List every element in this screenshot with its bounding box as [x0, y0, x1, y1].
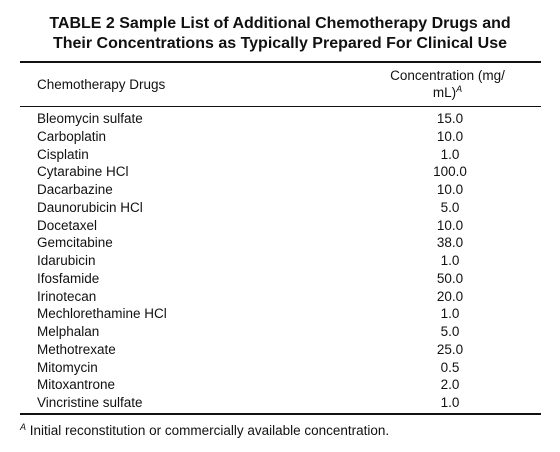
table-row: Carboplatin 10.0 [0, 128, 560, 146]
drug-name-cell: Dacarbazine [37, 182, 113, 197]
concentration-cell: 5.0 [440, 324, 460, 339]
concentration-cell: 0.5 [440, 359, 460, 375]
table-row: Daunorubicin HCl 5.0 [0, 199, 560, 217]
drug-name-cell: Ifosfamide [37, 270, 100, 286]
footnote-text: Initial reconstitution or commercially a… [26, 423, 390, 438]
drug-name-cell: Irinotecan [37, 288, 97, 304]
concentration-cell: 20.0 [436, 288, 464, 304]
top-rule [20, 61, 541, 63]
concentration-cell: 1.0 [440, 306, 460, 322]
concentration-cell: 10.0 [436, 182, 464, 197]
table-row: Bleomycin sulfate 15.0 [0, 110, 560, 128]
table-footnote: A Initial reconstitution or commercially… [20, 422, 389, 440]
column-header-concentration: Concentration (mg/ mL)A [365, 67, 530, 101]
drug-name-cell: Cisplatin [37, 146, 89, 162]
drug-name-cell: Idarubicin [37, 253, 96, 268]
footnote-marker: A [20, 422, 27, 432]
table-row: Idarubicin 1.0 [0, 252, 560, 270]
concentration-cell: 5.0 [440, 199, 460, 215]
concentration-cell: 1.0 [440, 146, 460, 162]
concentration-cell: 100.0 [433, 164, 467, 180]
table-row: Irinotecan 20.0 [0, 288, 560, 306]
table-row: Cisplatin 1.0 [0, 146, 560, 164]
table-row: Gemcitabine 38.0 [0, 234, 560, 252]
column-header-concentration-unit: mL) [432, 85, 457, 100]
column-header-drugs: Chemotherapy Drugs [37, 77, 166, 92]
concentration-cell: 2.0 [440, 377, 460, 393]
table-row: Vincristine sulfate 1.0 [0, 394, 560, 412]
column-header-concentration-line-2: mL)A [365, 84, 530, 101]
drug-name-cell: Cytarabine HCl [37, 164, 129, 180]
footnote-ref-marker: A [456, 84, 463, 94]
table-row: Mechlorethamine HCl 1.0 [0, 305, 560, 323]
drug-name-cell: Mitoxantrone [37, 377, 116, 393]
table-row: Ifosfamide 50.0 [0, 270, 560, 288]
concentration-cell: 1.0 [440, 253, 460, 268]
table-row: Methotrexate 25.0 [0, 341, 560, 359]
table-title-line-1: TABLE 2 Sample List of Additional Chemot… [49, 15, 511, 32]
drug-name-cell: Gemcitabine [37, 235, 113, 251]
table-row: Dacarbazine 10.0 [0, 181, 560, 199]
table-title: TABLE 2 Sample List of Additional Chemot… [0, 14, 560, 54]
concentration-cell: 10.0 [436, 128, 464, 144]
table-body: Bleomycin sulfate 15.0 Carboplatin 10.0 Cisp… [0, 110, 560, 412]
concentration-cell: 25.0 [436, 341, 464, 357]
concentration-cell: 1.0 [440, 395, 460, 410]
drug-name-cell: Docetaxel [37, 217, 98, 233]
table-row: Docetaxel 10.0 [0, 217, 560, 235]
bottom-rule [20, 413, 541, 415]
table-title-line-2: Their Concentrations as Typically Prepar… [52, 35, 508, 52]
concentration-cell: 15.0 [436, 111, 464, 126]
drug-name-cell: Melphalan [37, 324, 100, 339]
header-rule [20, 106, 541, 107]
drug-name-cell: Vincristine sulfate [37, 395, 143, 410]
table-row: Cytarabine HCl 100.0 [0, 163, 560, 181]
concentration-cell: 50.0 [436, 270, 464, 286]
concentration-cell: 10.0 [436, 217, 464, 233]
drug-name-cell: Mitomycin [37, 359, 98, 375]
table-row: Mitoxantrone 2.0 [0, 376, 560, 394]
drug-name-cell: Mechlorethamine HCl [37, 306, 167, 322]
column-header-concentration-line-1: Concentration (mg/ [390, 68, 505, 83]
table-row: Melphalan 5.0 [0, 323, 560, 341]
concentration-cell: 38.0 [436, 235, 464, 251]
drug-name-cell: Carboplatin [37, 128, 107, 144]
drug-name-cell: Daunorubicin HCl [37, 199, 143, 215]
drug-name-cell: Methotrexate [37, 341, 116, 357]
table-row: Mitomycin 0.5 [0, 359, 560, 377]
drug-name-cell: Bleomycin sulfate [37, 111, 143, 126]
